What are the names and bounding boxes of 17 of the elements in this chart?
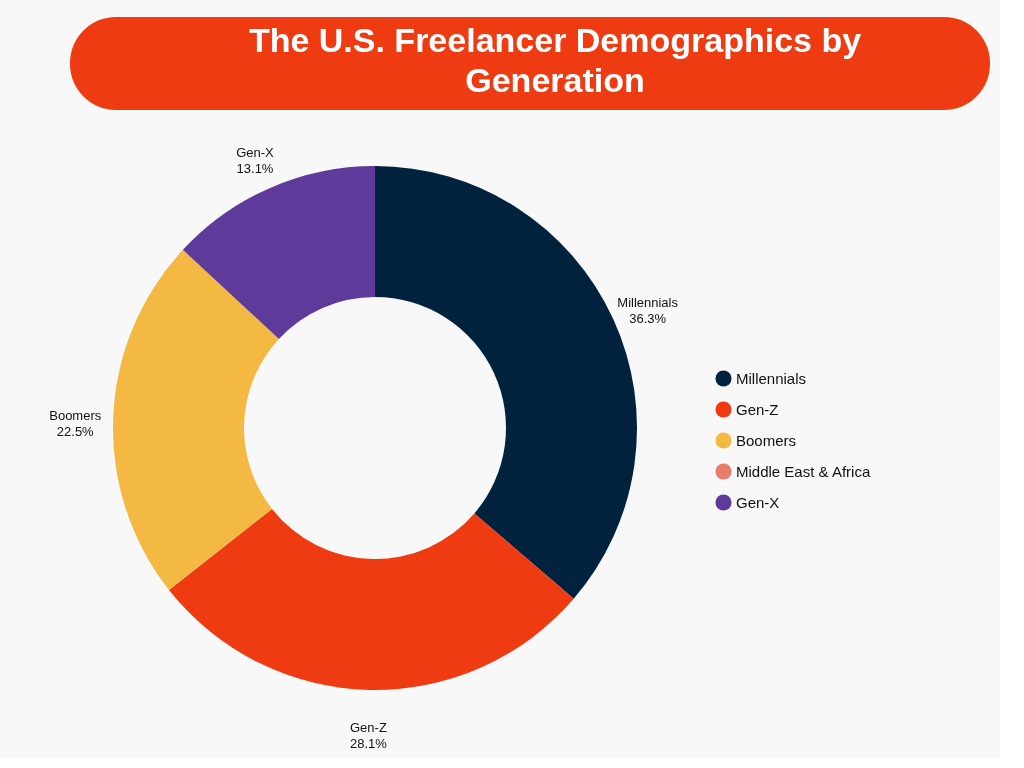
slice-label: Boomers — [49, 407, 102, 423]
donut-slice — [182, 166, 375, 339]
legend-label: Boomers — [736, 431, 797, 449]
legend-label: Middle East & Africa — [736, 462, 871, 480]
slice-label: Millennials — [617, 294, 679, 310]
legend-label: Gen-X — [736, 493, 780, 511]
donut-slice — [168, 508, 574, 690]
data-label: 36.3% — [629, 310, 667, 326]
data-label: 28.1% — [349, 735, 388, 751]
slice-label: Gen-Z — [349, 719, 387, 735]
legend-label: Gen-Z — [736, 400, 779, 418]
legend-label: Millennials — [736, 369, 807, 387]
data-label: 22.5% — [56, 423, 95, 439]
chart-title: The U.S. Freelancer Demographics by Generation — [248, 21, 862, 99]
data-label: 13.1% — [236, 161, 274, 177]
slice-label: Gen-X — [236, 145, 275, 161]
donut-slice — [113, 249, 279, 590]
